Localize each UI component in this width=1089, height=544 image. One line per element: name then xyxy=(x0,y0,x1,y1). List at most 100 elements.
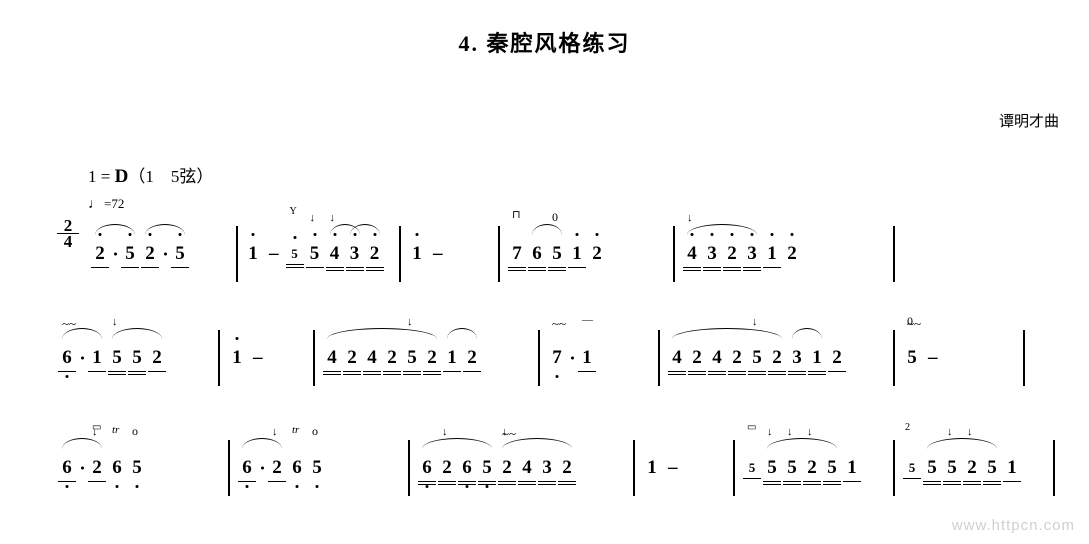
note: 6 xyxy=(459,457,475,479)
note: 5 xyxy=(549,243,565,265)
open-string-mark: 0 xyxy=(552,210,558,225)
barline xyxy=(893,226,895,282)
note: 6 xyxy=(239,457,255,479)
box-mark: ▭ xyxy=(747,422,756,433)
piece-title: 4. 秦腔风格练习 xyxy=(0,26,1089,58)
note: 7 xyxy=(549,347,565,369)
note: 5 xyxy=(749,347,765,369)
down-arrow-mark xyxy=(767,426,773,438)
note: 5 xyxy=(744,460,760,476)
note: 6 xyxy=(289,457,305,479)
note: 5 xyxy=(984,457,1000,479)
rest-dash: – xyxy=(433,243,443,265)
note: 1 xyxy=(1004,457,1020,479)
note: 1 xyxy=(809,347,825,369)
rest-dash: – xyxy=(668,457,678,479)
note: 1 xyxy=(89,347,105,369)
note: 2 xyxy=(367,243,383,265)
note: 5 xyxy=(764,457,780,479)
note: 2 xyxy=(344,347,360,369)
note: 3 xyxy=(744,243,760,265)
staff-line-2: 615521–42425212714242523125–~~~~—~~0 xyxy=(57,322,1059,394)
down-arrow-mark xyxy=(310,212,316,224)
measure: 5– xyxy=(902,322,1017,394)
down-arrow-mark xyxy=(687,212,693,224)
sheet-music-page: 4. 秦腔风格练习 谭明才曲 1 = D（1 5弦） =72 2 4 25251… xyxy=(0,0,1089,544)
key-letter: D xyxy=(115,166,129,187)
note: 2 xyxy=(729,347,745,369)
barline xyxy=(733,440,735,496)
measure: 76512 xyxy=(507,218,667,290)
note: 1 xyxy=(764,243,780,265)
note: 2 xyxy=(89,457,105,479)
tempo-mark: =72 xyxy=(88,196,124,213)
barline xyxy=(673,226,675,282)
note: 5 xyxy=(479,457,495,479)
note: 1 xyxy=(229,347,245,369)
note: 5 xyxy=(122,243,138,265)
note: 3 xyxy=(347,243,363,265)
note: 5 xyxy=(404,347,420,369)
barline xyxy=(893,440,895,496)
down-arrow-mark xyxy=(442,426,448,438)
note: 7 xyxy=(509,243,525,265)
note: 2 xyxy=(829,347,845,369)
down-arrow-mark xyxy=(807,426,813,438)
note: 2 xyxy=(464,347,480,369)
staff-line-3: 62656265626524321–555251555251▭trotro~~▭… xyxy=(57,432,1059,504)
bow-mark: ⊓ xyxy=(512,208,521,221)
down-arrow-mark xyxy=(947,426,953,438)
rest-dash: – xyxy=(928,347,938,369)
note: 2 xyxy=(439,457,455,479)
note: 6 xyxy=(419,457,435,479)
barline xyxy=(498,226,500,282)
note: 4 xyxy=(324,347,340,369)
note: 1 xyxy=(245,243,261,265)
key-suffix: （1 5弦） xyxy=(128,167,213,186)
note: 6 xyxy=(529,243,545,265)
note: 2 xyxy=(384,347,400,369)
barline xyxy=(1053,440,1055,496)
note: 2 xyxy=(784,243,800,265)
note: 5 xyxy=(904,347,920,369)
key-signature: 1 = D（1 5弦） xyxy=(88,162,213,188)
note: 4 xyxy=(327,243,343,265)
barline xyxy=(218,330,220,386)
note: 5 xyxy=(307,243,323,265)
note: 1 xyxy=(844,457,860,479)
measure: 1– xyxy=(227,322,307,394)
down-arrow-mark xyxy=(752,316,758,328)
note: 5 xyxy=(309,457,325,479)
trill-mark: tr xyxy=(112,424,119,436)
note: 2 xyxy=(724,243,740,265)
down-arrow-mark xyxy=(272,426,278,438)
down-arrow-mark xyxy=(112,316,118,328)
barline xyxy=(313,330,315,386)
note: 1 xyxy=(579,347,595,369)
tremolo-mark: ~~ xyxy=(62,316,76,332)
note: 6 xyxy=(59,347,75,369)
barline xyxy=(236,226,238,282)
note: 2 xyxy=(269,457,285,479)
y-mark: Y xyxy=(290,206,297,217)
note: 2 xyxy=(589,243,605,265)
down-arrow-mark xyxy=(407,316,413,328)
barline xyxy=(658,330,660,386)
note: 2 xyxy=(964,457,980,479)
barline xyxy=(408,440,410,496)
note: 6 xyxy=(59,457,75,479)
barline xyxy=(1023,330,1025,386)
note: 4 xyxy=(519,457,535,479)
note: 3 xyxy=(704,243,720,265)
trill-mark: tr xyxy=(292,424,299,436)
note: 5 xyxy=(924,457,940,479)
composer-credit: 谭明才曲 xyxy=(999,110,1059,131)
note: 2 xyxy=(499,457,515,479)
note: 5 xyxy=(824,457,840,479)
note: 2 xyxy=(92,243,108,265)
measure: 1– xyxy=(642,432,727,504)
note: 5 xyxy=(172,243,188,265)
rest-dash: – xyxy=(253,347,263,369)
open-string-mark: 0 xyxy=(907,314,913,329)
note: 3 xyxy=(539,457,555,479)
